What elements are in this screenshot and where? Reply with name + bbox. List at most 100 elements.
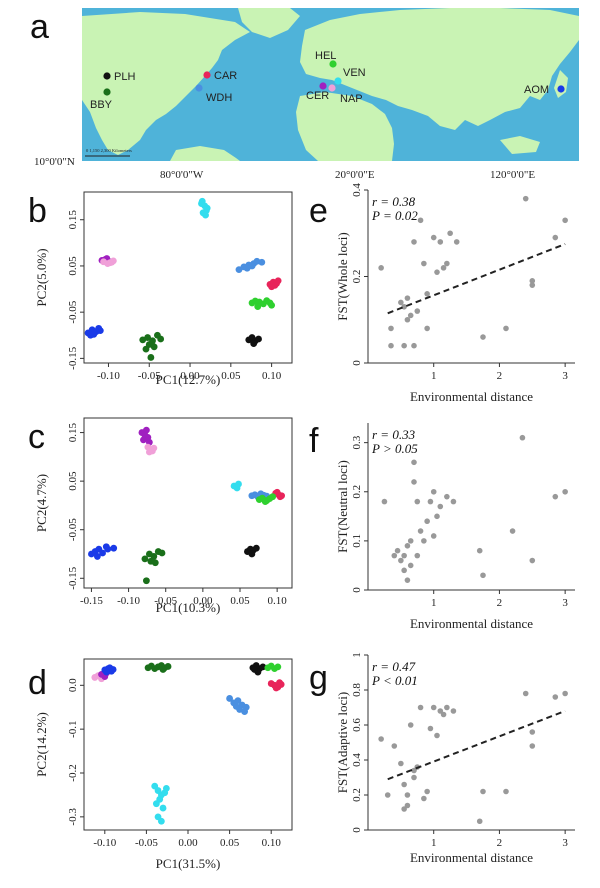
map-site-marker-cer xyxy=(319,82,327,90)
point-e xyxy=(529,278,536,284)
y-tick-label-e: 0.4 xyxy=(351,183,363,197)
map-site-label-plh: PLH xyxy=(114,71,135,83)
plot-frame-b xyxy=(83,191,293,364)
point-e xyxy=(437,239,444,245)
point-e xyxy=(378,265,384,271)
y-tick-label-b: 0.15 xyxy=(67,210,79,230)
x-tick-label-e: 3 xyxy=(562,370,568,382)
x-axis-title-c: PC1(10.3%) xyxy=(156,600,221,615)
point-c-car xyxy=(273,488,281,496)
x-tick-label-b: 0.05 xyxy=(221,370,241,382)
point-g xyxy=(529,729,536,735)
point-b-ven xyxy=(198,200,205,207)
point-f xyxy=(401,567,407,574)
point-b-ven xyxy=(202,211,209,219)
point-f xyxy=(391,552,398,559)
point-d-ven xyxy=(157,817,165,825)
point-d-wdh xyxy=(234,697,242,705)
map-site-marker-car xyxy=(203,71,211,79)
point-g xyxy=(450,708,457,714)
stat-r-f: r = 0.33 xyxy=(372,427,416,442)
point-f xyxy=(519,434,526,441)
point-f xyxy=(411,479,417,485)
point-b-aom xyxy=(87,331,94,339)
x-tick-label-f: 3 xyxy=(562,597,568,609)
point-e xyxy=(421,260,427,267)
point-e xyxy=(440,265,447,271)
y-tick-label-b: -0.05 xyxy=(67,300,79,323)
map-longitude-label-3: 120°0'0"E xyxy=(490,169,535,181)
point-f xyxy=(401,552,407,559)
map-scalebar-label: 0 1,150 2,300 Kilometers xyxy=(86,148,132,154)
y-tick-label-g: 0.4 xyxy=(351,753,363,767)
point-f xyxy=(381,498,388,505)
point-g xyxy=(562,690,568,697)
point-c-bby xyxy=(151,559,159,567)
point-g xyxy=(434,732,440,739)
point-f xyxy=(427,498,434,505)
point-g xyxy=(529,743,536,749)
point-g xyxy=(440,711,447,718)
point-d-aom xyxy=(103,668,110,676)
y-tick-label-d: -0.3 xyxy=(67,808,79,826)
point-c-plh xyxy=(252,544,260,552)
panel-letter-d: d xyxy=(28,664,47,702)
stat-p-e: P = 0.02 xyxy=(371,208,418,223)
point-e xyxy=(407,312,414,319)
panel-f: f 1 2 3 0 0.1 0.2 0.3 Environmental distance FST(… xyxy=(309,422,575,631)
x-tick-label-f: 1 xyxy=(431,597,437,609)
x-tick-label-g: 3 xyxy=(562,837,568,849)
point-f xyxy=(450,498,457,505)
point-c-hel xyxy=(261,498,269,505)
point-e xyxy=(424,291,430,297)
plot-frame-d xyxy=(83,658,293,831)
map-site-label-aom: AOM xyxy=(524,84,549,96)
y-tick-label-d: 0.0 xyxy=(67,678,79,692)
point-b-plh xyxy=(250,340,258,347)
point-e xyxy=(404,316,411,323)
point-c-hel xyxy=(269,493,277,501)
point-g xyxy=(437,708,444,714)
stat-r-g: r = 0.47 xyxy=(372,659,416,674)
point-f xyxy=(398,557,404,564)
point-d-ven xyxy=(152,800,160,808)
map-site-label-ven: VEN xyxy=(343,67,366,79)
point-f xyxy=(444,493,450,500)
point-f xyxy=(430,533,437,539)
point-f xyxy=(434,513,440,520)
point-c-bby xyxy=(143,577,150,585)
point-g xyxy=(411,774,417,781)
panel-letter-c: c xyxy=(28,418,45,456)
point-b-hel xyxy=(254,303,262,311)
point-c-nap xyxy=(148,447,156,455)
map-site-marker-ven xyxy=(334,77,342,85)
point-d-car xyxy=(276,679,283,687)
point-g xyxy=(401,806,407,812)
x-tick-label-e: 1 xyxy=(431,370,437,382)
x-axis-title-d: PC1(31.5%) xyxy=(156,856,221,871)
x-axis-title-g: Environmental distance xyxy=(410,850,533,865)
map-site-label-wdh: WDH xyxy=(206,92,232,104)
point-c-bby xyxy=(141,555,149,563)
y-axis-title-g: FST(Adaptive loci) xyxy=(335,692,350,793)
point-f xyxy=(430,488,437,495)
panel-letter-f: f xyxy=(309,422,319,460)
point-e xyxy=(552,234,559,241)
point-e xyxy=(562,217,568,224)
point-g xyxy=(401,781,407,788)
point-g xyxy=(378,736,384,742)
map-land-japan xyxy=(554,70,568,98)
x-tick-label-g: 2 xyxy=(497,837,503,849)
map-land-north-america xyxy=(82,12,250,155)
y-axis-title-e: FST(Whole loci) xyxy=(335,232,350,320)
point-e xyxy=(430,234,437,241)
point-e xyxy=(529,282,536,288)
y-axis-title-b: PC2(5.0%) xyxy=(34,248,49,306)
map-longitude-label-2: 20°0'0"E xyxy=(335,169,375,181)
point-g xyxy=(421,795,427,802)
point-d-ven xyxy=(162,784,170,792)
point-g xyxy=(552,694,559,700)
map-site-label-nap: NAP xyxy=(340,93,363,105)
y-tick-label-g: 1 xyxy=(351,652,363,658)
